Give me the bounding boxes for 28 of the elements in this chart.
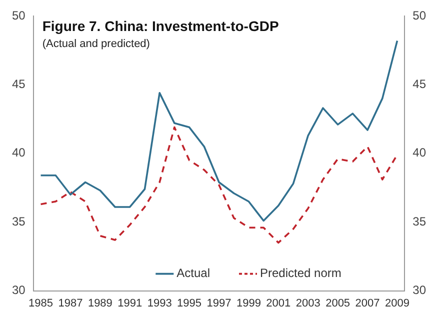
chart-title: Figure 7. China: Investment-to-GDP [42,18,279,34]
x-tick-label: 2007 [355,297,380,310]
y-tick-label: 35 [12,214,26,228]
y-tick-label: 45 [12,77,26,92]
text: (Actual and predicted) [42,38,150,50]
x-tick-label: 1991 [118,297,142,310]
x-tick-label: 1987 [58,297,83,310]
y2-tick-label: 45 [412,77,426,92]
line-series [40,126,398,244]
x-tick-label: 1993 [147,297,172,310]
y2-tick-label: 40 [412,146,426,160]
x-tick-label: 2005 [326,297,350,310]
legend-label: Actual [176,266,210,280]
x-tick-label: 2003 [296,297,320,310]
x-tick-label: 1995 [177,297,202,310]
y-tick-label: 50 [12,8,26,22]
y2-tick-label: 35 [412,214,426,228]
legend-label: Predicted norm [260,266,342,280]
y-tick-label: 40 [12,146,26,160]
x-tick-label: 2001 [266,297,291,310]
x-tick-label: 1997 [206,297,232,310]
x-tick-label: 2009 [384,297,410,310]
y2-tick-label: 50 [412,8,426,22]
x-tick-label: 1999 [236,297,261,310]
x-tick-label: 1989 [88,297,112,310]
x-tick-label: 1985 [28,297,54,310]
y-tick-label: 30 [12,283,26,298]
y2-tick-label: 30 [412,283,426,298]
